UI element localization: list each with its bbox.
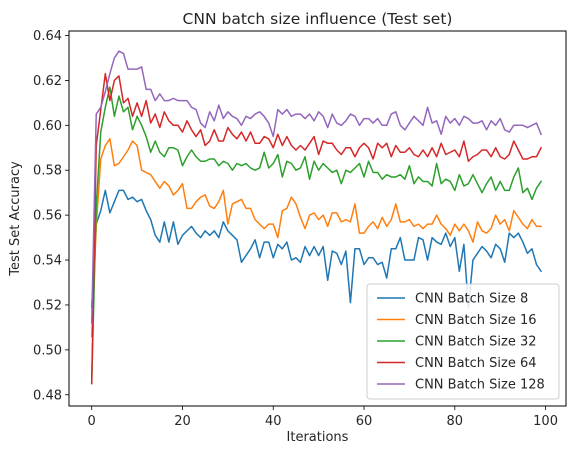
chart-title: CNN batch size influence (Test set) xyxy=(183,10,453,28)
legend-label: CNN Batch Size 32 xyxy=(415,335,537,350)
plot-frame xyxy=(68,30,567,407)
plot-lines xyxy=(90,50,543,385)
legend-label: CNN Batch Size 16 xyxy=(415,313,537,328)
legend-label: CNN Batch Size 128 xyxy=(415,378,545,393)
legend: CNN Batch Size 8 CNN Batch Size 16 CNN Bat… xyxy=(366,283,560,400)
x-axis-label: Iterations xyxy=(287,430,349,445)
x-tick-label: 60 xyxy=(356,414,373,429)
y-tick-label: 0.60 xyxy=(33,119,62,134)
y-tick-label: 0.58 xyxy=(33,164,62,179)
x-axis: 0 20 40 60 80 100 xyxy=(88,406,558,429)
x-tick-label: 80 xyxy=(447,414,464,429)
series-line-3 xyxy=(90,86,543,385)
y-tick-label: 0.64 xyxy=(33,29,62,44)
x-tick-label: 0 xyxy=(88,414,96,429)
y-tick-label: 0.56 xyxy=(33,209,62,224)
y-tick-label: 0.48 xyxy=(33,388,62,403)
legend-label: CNN Batch Size 8 xyxy=(415,292,528,307)
y-axis: 0.48 0.50 0.52 0.54 0.56 0.58 0.60 0.62 0.64 xyxy=(33,29,69,403)
series-line-2 xyxy=(90,138,542,338)
x-tick-label: 20 xyxy=(174,414,191,429)
series-line-1 xyxy=(90,189,543,308)
y-tick-label: 0.54 xyxy=(33,254,62,269)
y-tick-label: 0.62 xyxy=(33,74,62,89)
x-tick-label: 40 xyxy=(265,414,282,429)
legend-label: CNN Batch Size 64 xyxy=(415,356,537,371)
y-axis-label: Test Set Accuracy xyxy=(8,161,23,277)
legend-box xyxy=(366,283,560,400)
y-tick-label: 0.50 xyxy=(33,343,62,358)
y-tick-label: 0.52 xyxy=(33,298,62,313)
series-line-4 xyxy=(90,72,543,385)
series-line-5 xyxy=(90,50,543,324)
x-tick-label: 100 xyxy=(533,414,558,429)
